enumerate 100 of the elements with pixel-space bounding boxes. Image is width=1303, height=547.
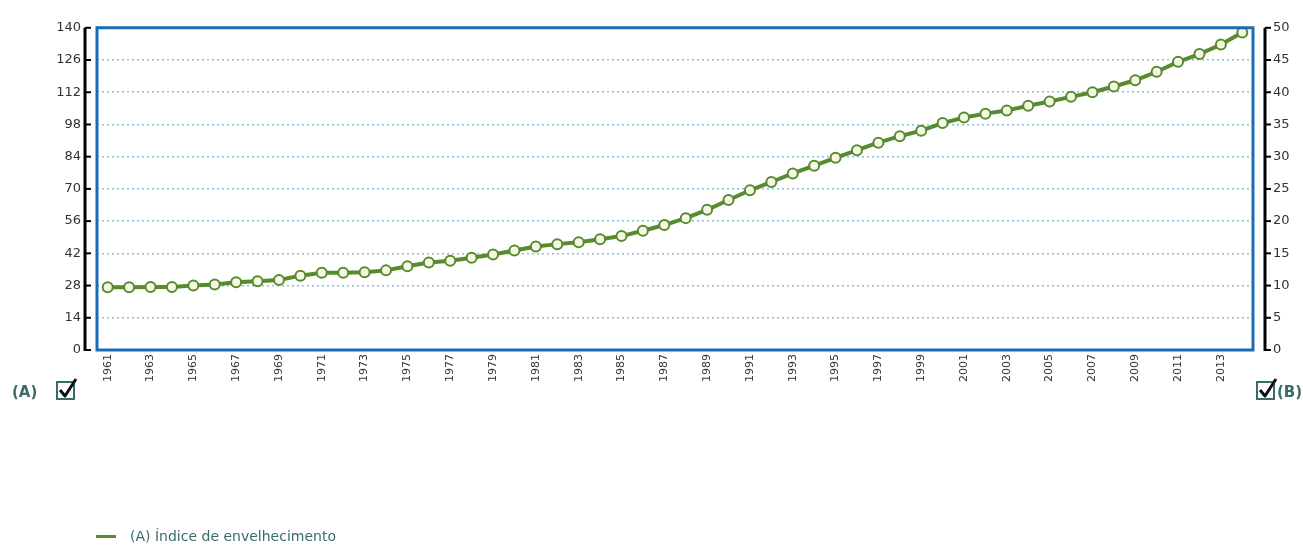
x-tick-label: 1995 [828,354,842,382]
y2-tick-label: 15 [1273,244,1290,260]
point [508,244,521,257]
x-tick-label: 2005 [1042,354,1056,382]
point [358,266,371,279]
x-tick-label: 1991 [742,354,756,382]
point [893,130,906,143]
point [765,176,778,188]
x-tick-label: 1961 [100,354,114,382]
y2-tick-label: 40 [1273,83,1290,99]
point [444,254,457,267]
x-tick-label: 1967 [229,354,243,382]
point [208,278,221,291]
x-tick-label: 1975 [400,354,414,382]
y2-tick-label: 0 [1273,341,1282,357]
y2-tick-label: 45 [1273,51,1290,67]
x-tick-label: 1983 [571,354,585,382]
y2-tick-label: 35 [1273,115,1290,131]
point [1022,99,1035,112]
point [829,151,842,164]
x-tick-label: 1963 [143,354,157,382]
x-tick-label: 1997 [871,354,885,382]
point [315,266,328,279]
x-tick-label: 2007 [1085,354,1099,382]
point [123,281,136,294]
point [958,111,970,124]
point [701,203,714,216]
point [636,224,649,237]
y-tick-label: 126 [56,51,81,67]
y2-tick-label: 10 [1273,276,1290,292]
x-tick-label: 2011 [1170,354,1184,382]
point [380,264,392,277]
point [679,212,692,225]
point [594,233,607,246]
point [1107,80,1120,93]
y2-tick-label: 5 [1273,309,1282,325]
y2-tick-label: 20 [1273,212,1290,228]
point [786,167,799,180]
point [1172,55,1185,68]
y-tick-label: 84 [64,148,81,164]
x-tick-label: 1999 [914,354,928,382]
point [743,184,756,197]
point [1214,38,1227,51]
point [1129,74,1142,87]
x-tick-label: 2013 [1213,354,1227,382]
point [808,159,821,172]
point [850,144,863,157]
y-tick-label: 28 [64,276,81,292]
point [1043,95,1056,108]
x-tick-label: 2001 [956,354,970,382]
point [294,269,307,282]
y-tick-label: 70 [64,180,81,196]
point [572,236,585,249]
x-tick-label: 1979 [485,354,499,382]
point [936,117,949,130]
y2-tick-label: 50 [1273,19,1290,35]
point [272,274,285,287]
point [337,266,350,279]
x-tick-label: 1965 [186,354,200,382]
y-tick-label: 140 [56,19,81,35]
y2-tick-label: 30 [1273,148,1290,164]
x-tick-label: 1987 [657,354,671,382]
point [529,240,542,253]
point [915,124,928,137]
point [1150,65,1163,78]
point [187,279,200,292]
y-tick-label: 42 [64,244,81,260]
point [465,251,478,264]
x-tick-label: 1969 [271,354,285,382]
point [658,219,671,232]
point [979,107,992,120]
point [1193,48,1206,61]
y2-tick-label: 25 [1273,180,1290,196]
point [872,136,885,149]
point [1065,90,1078,103]
y-axis-title: (A) [12,383,38,401]
y-tick-label: 98 [64,115,81,131]
point [487,248,500,261]
x-tick-label: 1981 [528,354,542,382]
x-tick-label: 2003 [999,354,1013,382]
y-tick-label: 14 [64,309,81,325]
x-tick-label: 1985 [614,354,628,382]
x-tick-label: 1989 [699,354,713,382]
point [722,193,735,206]
point [165,280,178,293]
y-tick-label: 0 [72,341,81,357]
point [230,276,243,289]
point [615,230,628,243]
x-tick-label: 1977 [443,354,457,382]
x-tick-label: 1971 [314,354,328,382]
y-tick-label: 112 [56,83,81,99]
point [144,280,157,293]
x-tick-label: 2009 [1128,354,1142,382]
legend-label: (A) Índice de envelhecimento [130,528,336,544]
point [1086,86,1099,99]
x-tick-label: 1973 [357,354,371,382]
x-tick-label: 1993 [785,354,799,382]
point [101,281,114,294]
point [551,238,564,251]
y2-axis-title: (B) [1277,383,1303,401]
